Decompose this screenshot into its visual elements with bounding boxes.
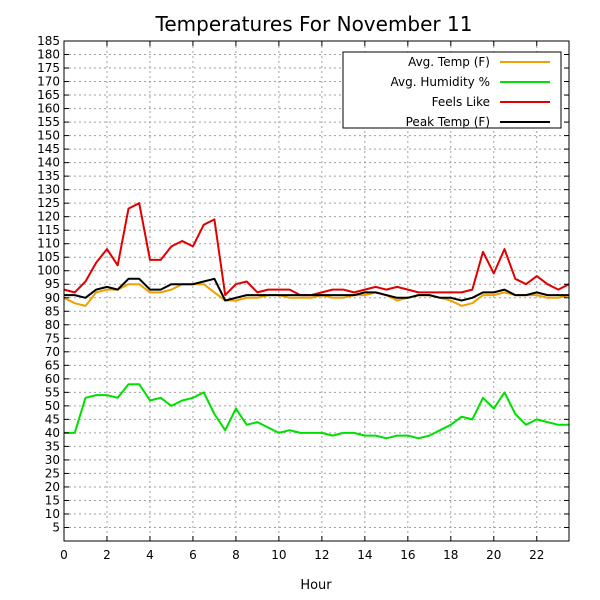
y-tick-label: 180 [37, 48, 60, 62]
x-tick-label: 14 [357, 548, 372, 562]
x-tick-label: 2 [103, 548, 111, 562]
series-line-0 [63, 283, 570, 307]
y-tick-label: 50 [45, 399, 60, 413]
x-tick-label: 16 [400, 548, 415, 562]
x-tick-label: 8 [232, 548, 240, 562]
x-tick-label: 18 [443, 548, 458, 562]
y-tick-label: 110 [37, 237, 60, 251]
y-tick-label: 90 [45, 291, 60, 305]
x-tick-label: 12 [314, 548, 329, 562]
y-tick-label: 185 [37, 34, 60, 48]
y-tick-label: 5 [52, 520, 60, 534]
y-tick-label: 55 [45, 385, 60, 399]
series-line-3 [64, 277, 569, 302]
x-tick-label: 20 [486, 548, 501, 562]
y-axis-ticks: 5101520253035404550556065707580859095100… [37, 34, 569, 534]
y-tick-label: 130 [37, 183, 60, 197]
y-tick-label: 70 [45, 345, 60, 359]
y-tick-label: 155 [37, 115, 60, 129]
series-lines [63, 202, 570, 440]
y-tick-label: 60 [45, 372, 60, 386]
y-tick-label: 95 [45, 277, 60, 291]
legend: Avg. Temp (F) Avg. Humidity % Feels Like Pe… [342, 51, 562, 129]
y-tick-label: 170 [37, 75, 60, 89]
y-tick-label: 25 [45, 466, 60, 480]
y-tick-label: 35 [45, 439, 60, 453]
y-tick-label: 100 [37, 264, 60, 278]
x-axis-ticks: 0 2 4 6 8 10 12 14 16 18 20 22 [60, 41, 544, 562]
legend-label: Avg. Temp (F) [408, 55, 490, 69]
x-axis-label: Hour [300, 578, 332, 593]
y-tick-label: 120 [37, 210, 60, 224]
y-tick-label: 10 [45, 507, 60, 521]
legend-label: Peak Temp (F) [406, 115, 490, 129]
x-tick-label: 10 [271, 548, 286, 562]
y-tick-label: 160 [37, 102, 60, 116]
x-tick-label: 22 [529, 548, 544, 562]
y-tick-label: 75 [45, 331, 60, 345]
legend-box [342, 51, 562, 129]
x-tick-label: 0 [60, 548, 68, 562]
y-tick-label: 125 [37, 196, 60, 210]
y-tick-label: 65 [45, 358, 60, 372]
plot-frame [63, 40, 570, 542]
x-tick-label: 4 [146, 548, 154, 562]
y-tick-label: 30 [45, 453, 60, 467]
legend-label: Feels Like [432, 95, 490, 109]
y-tick-label: 145 [37, 142, 60, 156]
chart-title: Temperatures For November 11 [155, 12, 473, 36]
y-tick-label: 20 [45, 480, 60, 494]
y-tick-label: 140 [37, 156, 60, 170]
y-tick-label: 115 [37, 223, 60, 237]
y-tick-label: 105 [37, 250, 60, 264]
y-tick-label: 175 [37, 61, 60, 75]
y-tick-label: 165 [37, 88, 60, 102]
y-tick-label: 85 [45, 304, 60, 318]
legend-label: Avg. Humidity % [391, 75, 490, 89]
x-tick-label: 6 [189, 548, 197, 562]
y-tick-label: 40 [45, 426, 60, 440]
y-tick-label: 135 [37, 169, 60, 183]
y-tick-label: 15 [45, 493, 60, 507]
y-tick-label: 150 [37, 129, 60, 143]
y-tick-label: 80 [45, 318, 60, 332]
series-line-1 [64, 383, 569, 440]
y-tick-label: 45 [45, 412, 60, 426]
series-line-2 [63, 202, 570, 297]
